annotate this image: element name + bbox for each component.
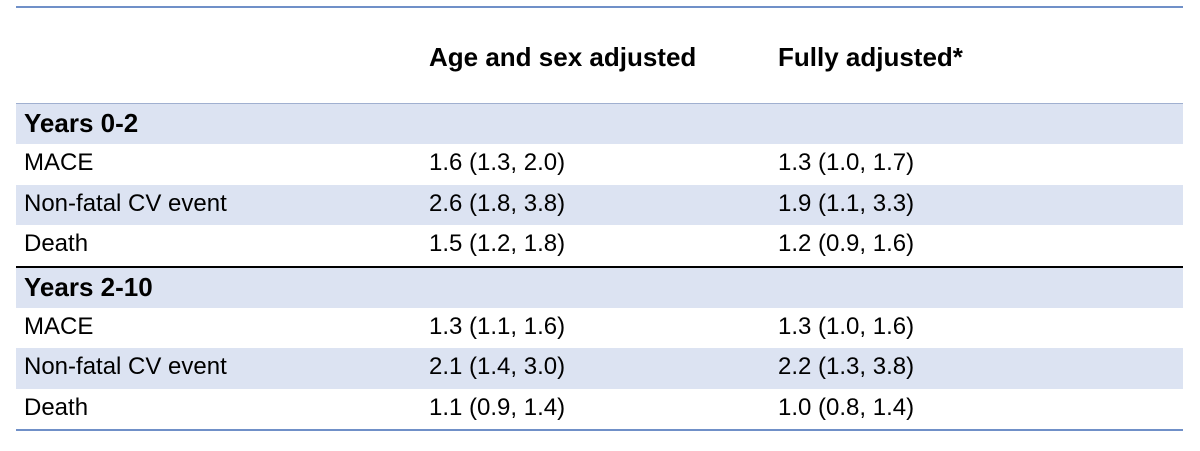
table-row: Non-fatal CV event 2.6 (1.8, 3.8) 1.9 (1… — [16, 184, 1183, 225]
fully-adjusted-value: 1.3 (1.0, 1.7) — [778, 149, 915, 176]
row-label: Death — [24, 230, 89, 257]
table-bottom-rule — [16, 429, 1183, 431]
row-label: MACE — [24, 312, 94, 340]
row-label: Death — [24, 393, 89, 421]
section-header-years-0-2: Years 0-2 — [16, 104, 1183, 144]
table-top-rule — [16, 6, 1183, 8]
section-header-years-2-10: Years 2-10 — [16, 265, 1183, 308]
table-header-row: Age and sex adjusted Fully adjusted* — [16, 8, 1183, 104]
table-row: Death 1.1 (0.9, 1.4) 1.0 (0.8, 1.4) — [16, 389, 1183, 430]
fully-adjusted-value: 1.9 (1.1, 3.3) — [778, 189, 915, 217]
age-sex-value: 1.3 (1.1, 1.6) — [429, 312, 566, 340]
age-sex-value: 2.1 (1.4, 3.0) — [429, 353, 566, 380]
row-label: Non-fatal CV event — [24, 353, 227, 380]
table-row: Death 1.5 (1.2, 1.8) 1.2 (0.9, 1.6) — [16, 225, 1183, 266]
table-row: MACE 1.6 (1.3, 2.0) 1.3 (1.0, 1.7) — [16, 144, 1183, 185]
age-sex-value: 1.1 (0.9, 1.4) — [429, 393, 566, 421]
age-sex-value: 2.6 (1.8, 3.8) — [429, 189, 566, 217]
age-sex-value: 1.6 (1.3, 2.0) — [429, 149, 566, 176]
age-sex-value: 1.5 (1.2, 1.8) — [429, 230, 566, 257]
section-title: Years 0-2 — [24, 108, 139, 138]
section-title: Years 2-10 — [24, 271, 153, 302]
table-row: Non-fatal CV event 2.1 (1.4, 3.0) 2.2 (1… — [16, 348, 1183, 389]
row-label: MACE — [24, 149, 94, 176]
fully-adjusted-value: 2.2 (1.3, 3.8) — [778, 353, 915, 380]
header-fully-adjusted: Fully adjusted* — [778, 42, 963, 72]
row-label: Non-fatal CV event — [24, 189, 227, 217]
fully-adjusted-value: 1.0 (0.8, 1.4) — [778, 393, 915, 421]
fully-adjusted-value: 1.3 (1.0, 1.6) — [778, 312, 915, 340]
fully-adjusted-value: 1.2 (0.9, 1.6) — [778, 230, 915, 257]
header-age-sex-adjusted: Age and sex adjusted — [429, 42, 697, 72]
results-table: Age and sex adjusted Fully adjusted* Yea… — [16, 6, 1183, 431]
table-row: MACE 1.3 (1.1, 1.6) 1.3 (1.0, 1.6) — [16, 308, 1183, 349]
